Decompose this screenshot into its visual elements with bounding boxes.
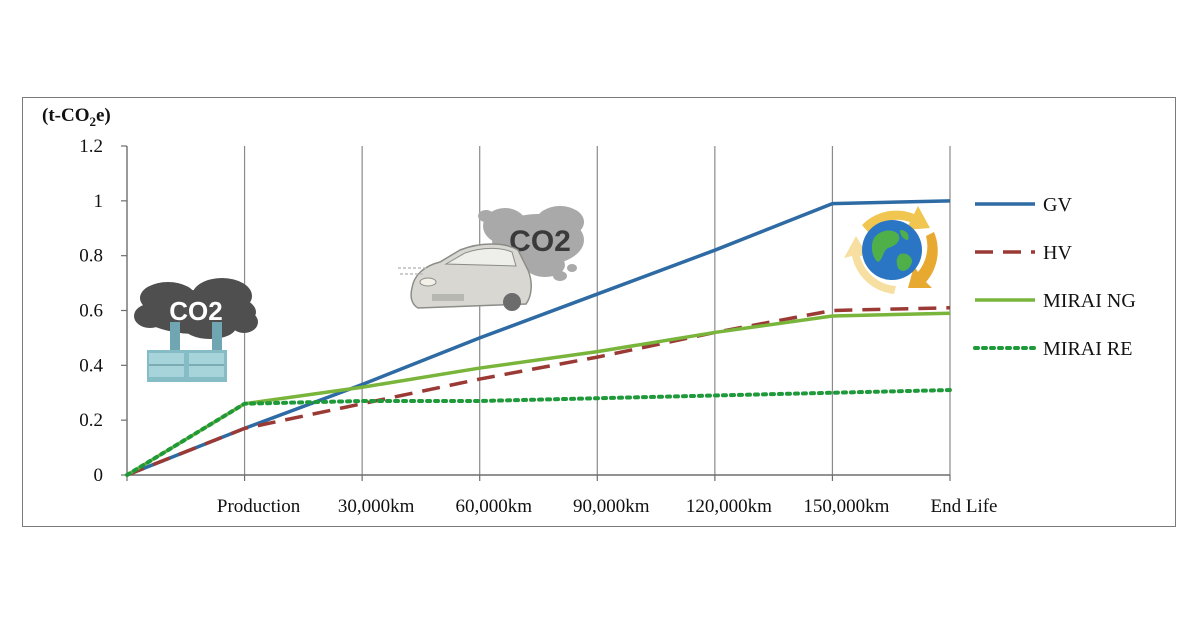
earth-recycle-illustration (844, 206, 938, 294)
legend-label-gv: GV (1043, 194, 1072, 216)
y-tick-label-0: 0 (94, 465, 104, 486)
grid-lines (243, 146, 951, 475)
series-line-hv (126, 306, 951, 477)
y-tick-label-6: 1.2 (79, 136, 103, 157)
y-tick-label-2: 0.4 (79, 355, 103, 376)
smoke-cloud (134, 278, 258, 339)
legend: GV HV MIRAI NG MIRAI RE (973, 194, 1136, 360)
y-tick-label-1: 0.2 (79, 410, 103, 431)
y-axis-unit: (t-CO2e) (42, 105, 111, 129)
car-co2-illustration: CO2 (398, 206, 584, 311)
recycle-arrow-right (908, 232, 938, 288)
y-tick-label-4: 0.8 (79, 246, 103, 267)
series-lines (125, 199, 952, 477)
series-line-mirai-re (125, 388, 952, 477)
x-tick-label-7: End Life (930, 496, 997, 517)
car-icon (398, 243, 532, 311)
factory-icon (147, 322, 227, 382)
x-tick-labels: Production 30,000km 60,000km 90,000km 120,00… (217, 496, 998, 517)
illustrations: CO2 CO2 (134, 206, 938, 382)
earth-icon (862, 220, 922, 280)
y-tick-labels: 0 0.2 0.4 0.6 0.8 1 1.2 (79, 136, 103, 486)
factory-co2-illustration: CO2 (134, 278, 258, 382)
y-axis-unit-subscript: 2 (89, 114, 96, 129)
factory-co2-label: CO2 (169, 296, 222, 326)
recycle-arrow-top (862, 206, 930, 232)
x-tick-label-5: 120,000km (686, 496, 772, 517)
y-tick-label-5: 1 (94, 191, 104, 212)
legend-label-hv: HV (1043, 242, 1072, 264)
x-tick-label-3: 60,000km (455, 496, 532, 517)
legend-label-mirai-ng: MIRAI NG (1043, 290, 1136, 312)
x-tick-label-1: Production (217, 496, 301, 517)
series-line-mirai-ng (126, 311, 951, 477)
recycle-arrow-left (844, 236, 896, 294)
y-axis-unit-suffix: e) (96, 105, 111, 126)
x-tick-label-2: 30,000km (338, 496, 415, 517)
x-tick-label-6: 150,000km (803, 496, 889, 517)
chart-frame (22, 97, 1176, 527)
y-axis-unit-prefix: (t-CO (42, 105, 89, 126)
series-line-gv (126, 199, 951, 477)
y-tick-label-3: 0.6 (79, 301, 103, 322)
x-tick-label-4: 90,000km (573, 496, 650, 517)
legend-label-mirai-re: MIRAI RE (1043, 338, 1132, 360)
